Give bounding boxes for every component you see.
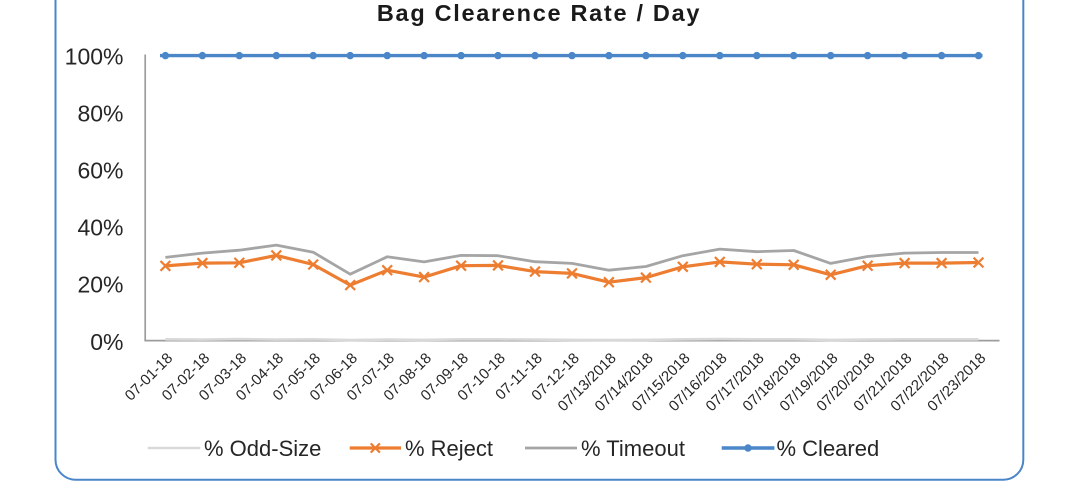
svg-text:80%: 80% bbox=[77, 101, 123, 127]
svg-text:20%: 20% bbox=[77, 272, 123, 298]
svg-text:Bag Clearence Rate / Day: Bag Clearence Rate / Day bbox=[377, 0, 701, 26]
svg-text:% Timeout: % Timeout bbox=[581, 436, 685, 461]
svg-text:40%: 40% bbox=[77, 215, 123, 241]
svg-text:100%: 100% bbox=[65, 43, 124, 69]
svg-text:% Odd-Size: % Odd-Size bbox=[204, 436, 321, 461]
svg-text:60%: 60% bbox=[77, 158, 123, 184]
svg-text:0%: 0% bbox=[90, 329, 123, 355]
svg-text:% Cleared: % Cleared bbox=[777, 436, 880, 461]
svg-text:% Reject: % Reject bbox=[405, 436, 493, 461]
